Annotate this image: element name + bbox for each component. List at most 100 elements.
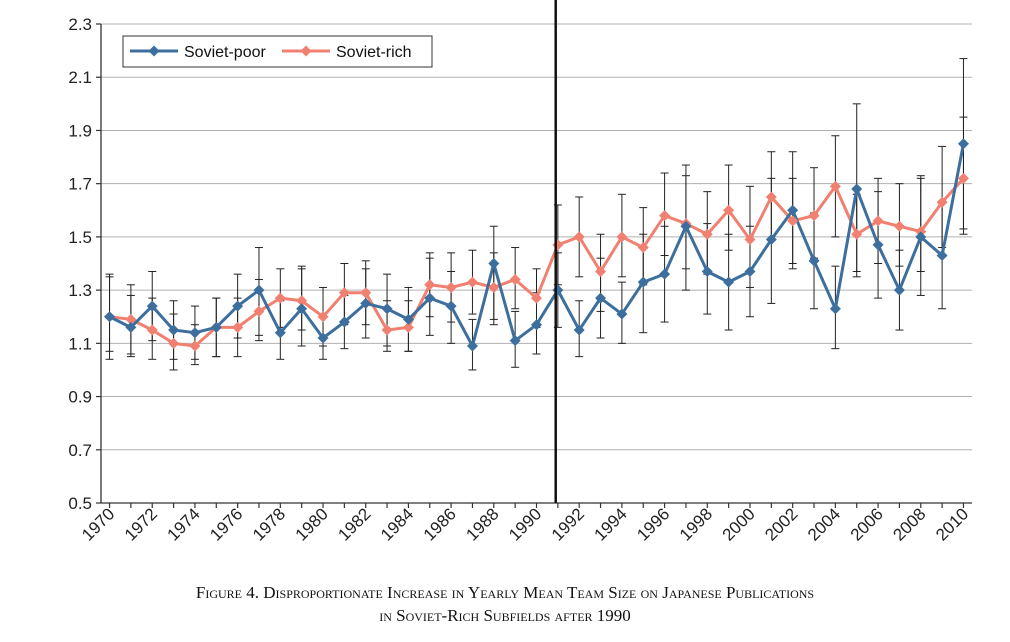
series-markers bbox=[104, 138, 969, 352]
data-point-soviet-poor bbox=[488, 258, 500, 269]
data-point-soviet-poor bbox=[402, 313, 414, 325]
data-point-soviet-poor bbox=[360, 297, 372, 309]
data-point-soviet-poor bbox=[509, 335, 521, 347]
data-point-soviet-rich bbox=[445, 281, 457, 293]
data-point-soviet-poor bbox=[851, 183, 863, 195]
data-point-soviet-poor bbox=[104, 311, 116, 323]
legend-label-soviet-poor: Soviet-poor bbox=[184, 44, 266, 61]
data-point-soviet-poor bbox=[210, 321, 222, 333]
x-tick-label: 1974 bbox=[164, 504, 204, 544]
data-point-soviet-rich bbox=[829, 180, 841, 192]
data-point-soviet-rich bbox=[253, 305, 265, 317]
data-point-soviet-rich bbox=[851, 228, 863, 240]
x-tick-label: 1992 bbox=[548, 504, 588, 544]
x-tick-label: 1988 bbox=[462, 504, 502, 544]
data-point-soviet-poor bbox=[338, 316, 350, 328]
data-point-soviet-rich bbox=[957, 172, 969, 184]
x-tick-label: 1984 bbox=[377, 504, 417, 544]
data-point-soviet-rich bbox=[723, 204, 735, 216]
data-point-soviet-poor bbox=[595, 292, 607, 304]
data-point-soviet-poor bbox=[466, 340, 478, 352]
chart: 0.5 0.7 0.9 1.1 1.3 1.5 1.7 1.9 2.1 2.3 1970 1972 1… bbox=[68, 0, 972, 545]
data-point-soviet-poor bbox=[424, 292, 436, 304]
data-point-soviet-poor bbox=[829, 303, 841, 315]
y-tick-label: 1.9 bbox=[68, 121, 92, 140]
data-point-soviet-rich bbox=[360, 287, 372, 299]
data-point-soviet-poor bbox=[125, 321, 137, 333]
gridlines bbox=[101, 23, 972, 451]
x-tick-label: 2004 bbox=[804, 504, 844, 544]
x-tick-label: 2002 bbox=[761, 504, 801, 544]
x-tick-label: 1976 bbox=[206, 504, 246, 544]
data-point-soviet-poor bbox=[893, 284, 905, 296]
data-point-soviet-rich bbox=[595, 265, 607, 277]
data-point-soviet-rich bbox=[146, 324, 158, 336]
data-point-soviet-poor bbox=[808, 255, 820, 267]
figure-caption-line-2: in Soviet-Rich Subfields after 1990 bbox=[379, 606, 631, 625]
data-point-soviet-poor bbox=[616, 308, 628, 320]
data-point-soviet-rich bbox=[509, 273, 521, 285]
data-point-soviet-rich bbox=[402, 321, 414, 333]
x-tick-label: 1996 bbox=[633, 504, 673, 544]
y-tick-label: 0.9 bbox=[68, 388, 92, 407]
x-tick-label: 1980 bbox=[292, 504, 332, 544]
data-point-soviet-poor bbox=[744, 265, 756, 277]
x-tick-label: 1986 bbox=[420, 504, 460, 544]
data-point-soviet-poor bbox=[936, 250, 948, 262]
data-point-soviet-rich bbox=[466, 276, 478, 288]
x-tick-label: 1978 bbox=[249, 504, 289, 544]
data-point-soviet-rich bbox=[488, 281, 500, 293]
data-point-soviet-rich bbox=[893, 220, 905, 232]
data-point-soviet-rich bbox=[659, 210, 671, 222]
data-point-soviet-rich bbox=[765, 191, 777, 203]
legend-marker-soviet-rich bbox=[300, 45, 312, 57]
y-tick-label: 1.5 bbox=[68, 228, 92, 247]
data-point-soviet-poor bbox=[787, 204, 799, 216]
data-point-soviet-rich bbox=[296, 295, 308, 307]
data-point-soviet-rich bbox=[232, 321, 244, 333]
data-point-soviet-rich bbox=[936, 196, 948, 208]
x-tick-label: 1994 bbox=[591, 504, 631, 544]
data-point-soviet-rich bbox=[616, 231, 628, 243]
data-point-soviet-rich bbox=[573, 231, 585, 243]
data-point-soviet-rich bbox=[381, 324, 393, 336]
data-point-soviet-poor bbox=[253, 284, 265, 296]
data-point-soviet-poor bbox=[274, 327, 286, 339]
data-point-soviet-poor bbox=[146, 300, 158, 312]
x-tick-label: 2006 bbox=[847, 504, 887, 544]
data-point-soviet-poor bbox=[659, 268, 671, 280]
x-tick-label: 1982 bbox=[334, 504, 374, 544]
data-point-soviet-poor bbox=[701, 265, 713, 277]
data-point-soviet-poor bbox=[957, 138, 969, 150]
x-tick-label: 1998 bbox=[676, 504, 716, 544]
data-point-soviet-poor bbox=[531, 319, 542, 331]
y-tick-label: 2.1 bbox=[68, 68, 92, 87]
data-point-soviet-poor bbox=[445, 300, 457, 312]
figure-caption-line-1: Figure 4. Disproportionate Increase in Y… bbox=[195, 583, 815, 602]
data-point-soviet-poor bbox=[189, 327, 201, 339]
x-tick-label: 2000 bbox=[719, 504, 759, 544]
data-point-soviet-rich bbox=[125, 313, 137, 325]
data-point-soviet-rich bbox=[637, 242, 649, 254]
data-point-soviet-rich bbox=[531, 292, 542, 304]
data-point-soviet-poor bbox=[680, 220, 692, 232]
data-point-soviet-poor bbox=[723, 276, 735, 288]
y-tick-label: 1.7 bbox=[68, 175, 92, 194]
x-tick-label: 1972 bbox=[121, 504, 161, 544]
legend-label-soviet-rich: Soviet-rich bbox=[336, 44, 412, 61]
x-axis-ticks: 1970 1972 1974 1976 1978 1980 1982 1984 1986 1988… bbox=[78, 503, 972, 545]
data-point-soviet-rich bbox=[168, 337, 180, 349]
data-point-soviet-rich bbox=[744, 234, 756, 246]
data-point-soviet-poor bbox=[296, 303, 308, 315]
data-point-soviet-rich bbox=[317, 311, 329, 323]
y-tick-label: 1.3 bbox=[68, 281, 92, 300]
data-point-soviet-poor bbox=[573, 324, 585, 336]
y-tick-label: 2.3 bbox=[68, 15, 92, 34]
data-point-soviet-poor bbox=[872, 239, 884, 251]
data-point-soviet-poor bbox=[232, 300, 244, 312]
y-axis-ticks: 0.5 0.7 0.9 1.1 1.3 1.5 1.7 1.9 2.1 2.3 bbox=[68, 15, 101, 513]
data-point-soviet-rich bbox=[872, 215, 884, 227]
data-point-soviet-rich bbox=[808, 210, 820, 222]
data-point-soviet-rich bbox=[787, 215, 799, 227]
x-tick-label: 2010 bbox=[932, 504, 972, 544]
